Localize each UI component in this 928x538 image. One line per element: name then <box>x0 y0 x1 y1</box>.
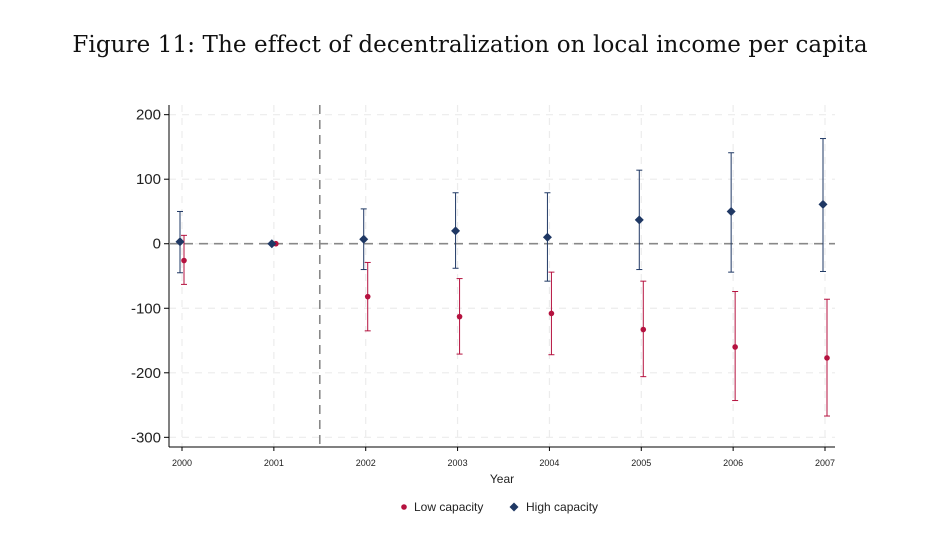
y-tick-label: 0 <box>153 236 161 253</box>
point-marker <box>267 239 277 249</box>
x-tick-label: 2006 <box>723 458 743 468</box>
legend: Low capacity High capacity <box>401 500 598 514</box>
x-axis-title: Year <box>490 472 514 486</box>
point-marker <box>456 313 463 320</box>
point-marker <box>818 199 828 209</box>
x-tick-label: 2005 <box>631 458 651 468</box>
x-tick-label: 2004 <box>539 458 559 468</box>
series-high-capacity <box>175 138 828 282</box>
y-tick-label: 200 <box>136 107 161 124</box>
series-low-capacity <box>181 234 830 417</box>
y-tick-label: -200 <box>131 365 161 382</box>
reference-lines <box>169 105 835 447</box>
y-tick-label: -100 <box>131 300 161 317</box>
point-marker <box>359 234 369 244</box>
x-tick-label: 2000 <box>172 458 192 468</box>
y-tick-label: -300 <box>131 429 161 446</box>
x-tick-label: 2001 <box>264 458 284 468</box>
x-tick-label: 2002 <box>356 458 376 468</box>
point-marker <box>640 326 647 333</box>
legend-label: Low capacity <box>414 500 483 514</box>
point-marker <box>181 257 187 264</box>
x-tick-label: 2003 <box>448 458 468 468</box>
axes <box>164 105 835 451</box>
tick-labels: 200 100 0 -100 -200 -300 2000 2001 2002 2003 2004 2… <box>131 107 835 486</box>
point-marker <box>634 215 644 225</box>
point-marker <box>726 206 736 216</box>
figure-title: Figure 11: The effect of decentralizatio… <box>72 32 868 58</box>
point-marker <box>451 226 461 236</box>
y-tick-label: 100 <box>136 171 161 188</box>
x-tick-label: 2007 <box>815 458 835 468</box>
legend-marker <box>509 502 519 512</box>
point-marker <box>824 355 830 361</box>
point-marker <box>175 237 185 247</box>
point-marker <box>542 232 552 242</box>
legend-label: High capacity <box>526 500 598 514</box>
point-marker <box>364 293 371 300</box>
legend-marker <box>401 504 407 510</box>
point-marker <box>732 344 738 350</box>
point-marker <box>548 310 555 317</box>
data-series <box>175 138 830 417</box>
